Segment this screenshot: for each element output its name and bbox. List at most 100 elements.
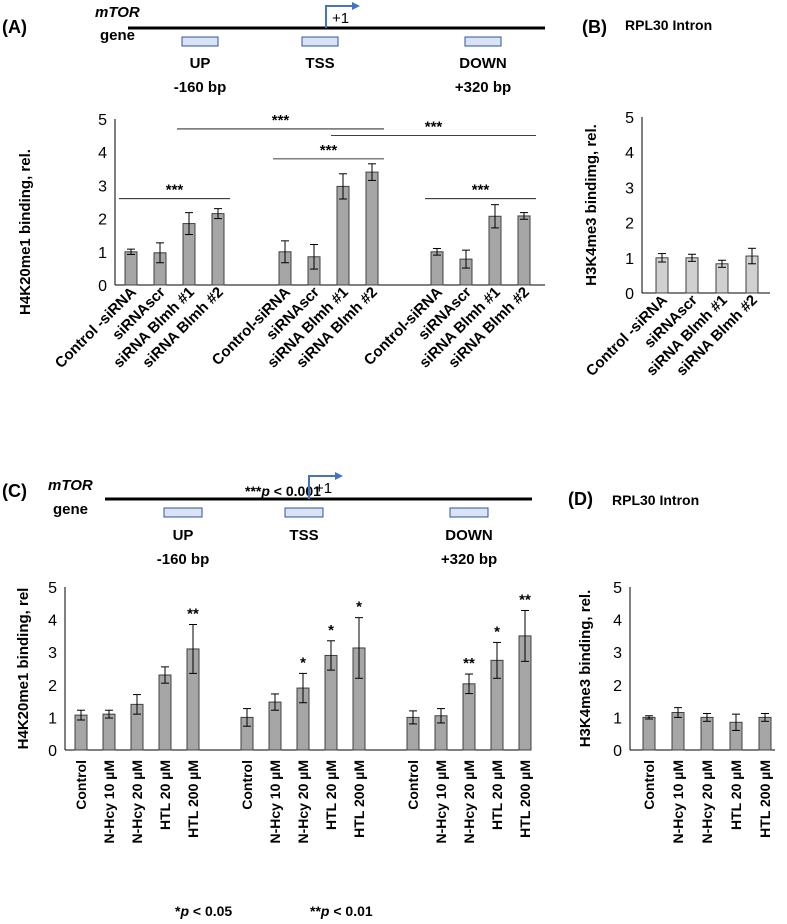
x-tick-label: Control [239, 760, 255, 810]
bar [158, 674, 172, 751]
y-tick-label: 1 [613, 710, 622, 727]
significance-star: * [328, 622, 334, 639]
y-tick-label: 2 [98, 212, 107, 229]
x-tick-label: HTL 20 µM [323, 760, 339, 830]
panel-d-title: RPL30 Intron [612, 492, 699, 508]
panel-a-label: (A) [2, 17, 27, 37]
y-tick-label: 0 [98, 278, 107, 295]
panel-a-up-box [181, 36, 219, 47]
panel-c-up-sub: -160 bp [157, 551, 210, 568]
panel-c-down-label: DOWN [445, 527, 493, 544]
y-tick-label: 4 [48, 613, 57, 630]
x-tick-label: N-Hcy 10 µM [433, 760, 449, 844]
panel-c-tss-box [284, 507, 324, 518]
panel-a-up-sub: -160 bp [174, 79, 227, 96]
y-tick-label: 5 [98, 112, 107, 129]
bracket-stars: *** [166, 182, 184, 199]
panel-b-label: (B) [582, 17, 607, 37]
panel-c-up-label: UP [173, 527, 194, 544]
y-tick-label: 5 [625, 110, 634, 127]
panel-c-significance-note-2: **p < 0.01 [310, 903, 373, 919]
x-tick-label: HTL 20 µM [157, 760, 173, 830]
x-tick-label: N-Hcy 20 µM [129, 760, 145, 844]
bracket-stars: *** [425, 119, 443, 136]
y-tick-label: 4 [98, 145, 107, 162]
y-axis-title: H3K4me3 binding, rel. [577, 590, 594, 748]
chart-c: 0 1 2 3 4 5 H4K20me1 binding, rel Control N-Hcy … [15, 580, 533, 844]
x-tick-label: Control [641, 760, 657, 810]
bar [124, 251, 138, 286]
significance-star: ** [519, 591, 531, 608]
y-tick-label: 2 [625, 216, 634, 233]
panel-c-gene-map: (C) mTOR gene +1 UP -160 bp TSS DOWN +32… [2, 472, 532, 568]
x-tick-label: N-Hcy 10 µM [670, 760, 686, 844]
y-tick-label: 0 [48, 743, 57, 760]
significance-star: * [494, 623, 500, 640]
x-tick-label: N-Hcy 10 µM [101, 760, 117, 844]
bar [671, 712, 685, 751]
panel-a-down-label: DOWN [459, 55, 507, 72]
y-tick-label: 5 [613, 580, 622, 597]
panel-c-down-sub: +320 bp [441, 551, 497, 568]
y-axis-title: H4K20me1 binding, rel [15, 588, 32, 750]
bar [715, 263, 729, 294]
significance-star: ** [463, 655, 475, 672]
panel-b-title: RPL30 Intron [625, 17, 712, 33]
x-tick-label: HTL 20 µM [728, 760, 744, 830]
y-tick-label: 3 [48, 645, 57, 662]
x-tick-label: Control [73, 760, 89, 810]
bar [700, 716, 714, 751]
bar [517, 215, 531, 286]
significance-star: * [300, 654, 306, 671]
x-tick-label: HTL 200 µM [757, 760, 773, 838]
x-tick-label: N-Hcy 20 µM [295, 760, 311, 844]
y-tick-label: 0 [613, 743, 622, 760]
panel-c-tss-arrow [308, 475, 335, 499]
y-axis-title: H4K20me1 binding, rel. [17, 149, 34, 315]
x-tick-label: HTL 20 µM [489, 760, 505, 830]
y-tick-label: 1 [48, 710, 57, 727]
x-tick-label: N-Hcy 20 µM [699, 760, 715, 844]
panel-a-tss-arrow [325, 5, 352, 28]
panel-c-tss-mark: +1 [315, 480, 332, 497]
panel-a-up-label: UP [190, 55, 211, 72]
panel-a-gene-name: mTOR [95, 4, 140, 21]
y-tick-label: 1 [98, 245, 107, 262]
x-tick-label: Control [405, 760, 421, 810]
bar [685, 257, 699, 294]
panel-a-tss-label: TSS [305, 55, 334, 72]
panel-c-tss-label: TSS [289, 527, 318, 544]
y-tick-label: 1 [625, 251, 634, 268]
panel-a-gene-map: (A) mTOR gene +1 UP -160 bp TSS DOWN +32… [2, 2, 545, 96]
x-tick-label: HTL 200 µM [517, 760, 533, 838]
bar [758, 716, 772, 751]
bar [102, 713, 116, 751]
y-axis-title: H3K4me3 bindimg, rel. [583, 124, 600, 286]
y-tick-label: 3 [613, 645, 622, 662]
panel-c-up-box [163, 507, 203, 518]
panel-a-tss-mark: +1 [332, 10, 349, 27]
x-tick-label: HTL 200 µM [351, 760, 367, 838]
panel-c-significance-note-1: *p < 0.05 [175, 903, 232, 919]
panel-c-tss-arrowhead [335, 472, 343, 480]
chart-d: 0 1 2 3 4 5 H3K4me3 binding, rel. Control N-Hcy … [577, 580, 775, 844]
panel-c-gene-word: gene [53, 501, 88, 518]
x-tick-label: HTL 200 µM [185, 760, 201, 838]
significance-star: ** [187, 605, 199, 622]
significance-star: * [356, 599, 362, 616]
panel-a-gene-word: gene [100, 27, 135, 44]
bar [211, 213, 225, 286]
bracket-stars: *** [272, 112, 290, 129]
y-tick-label: 4 [613, 613, 622, 630]
y-tick-label: 3 [98, 178, 107, 195]
panel-c-down-box [449, 507, 489, 518]
panel-a-down-box [464, 36, 502, 47]
y-tick-label: 0 [625, 286, 634, 303]
bar [655, 257, 669, 294]
bracket-stars: *** [472, 182, 490, 199]
bar [430, 251, 444, 286]
panel-a-tss-arrowhead [352, 2, 360, 10]
